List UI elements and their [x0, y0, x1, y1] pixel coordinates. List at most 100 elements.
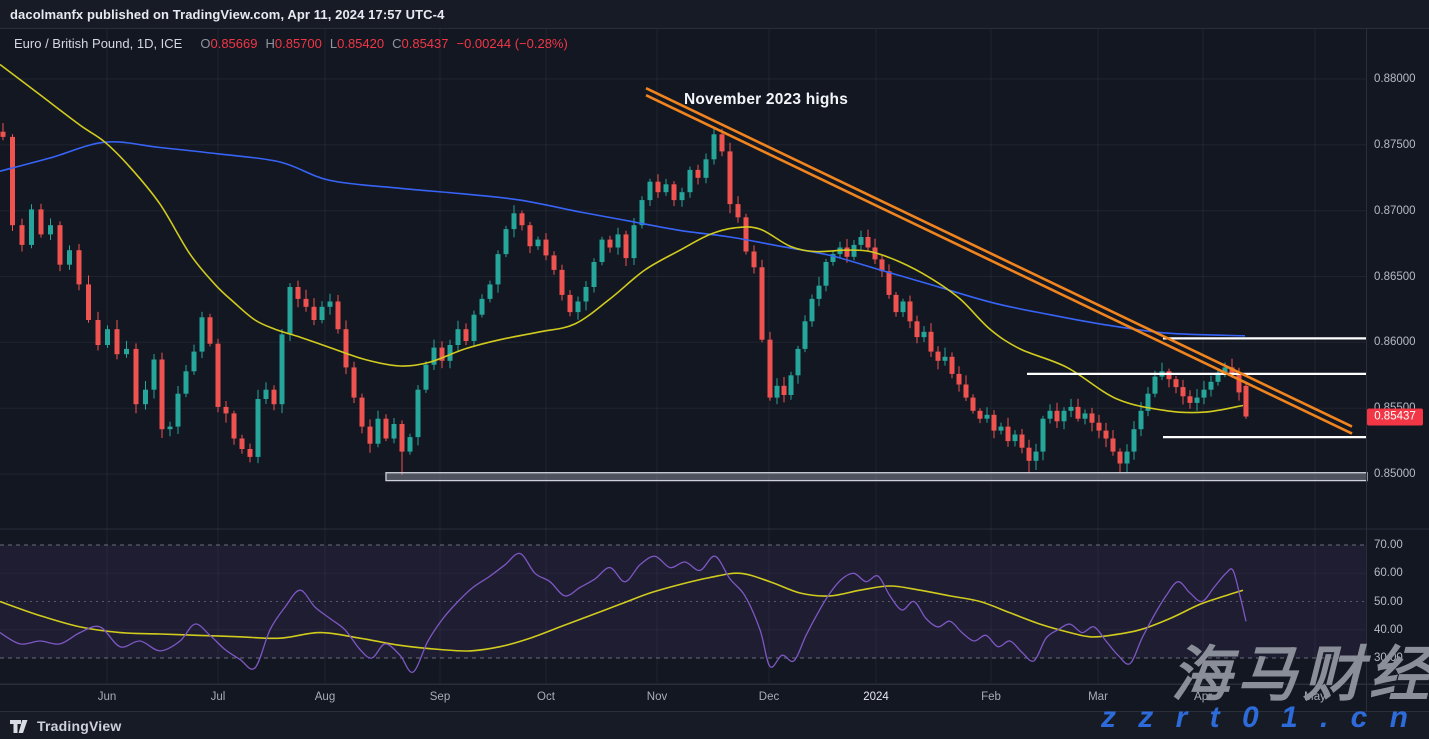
candle-body	[247, 449, 253, 457]
candle-body	[159, 359, 165, 430]
price-axis-label: 0.87500	[1374, 138, 1416, 151]
candle-body	[1040, 418, 1046, 452]
rsi-band-fill	[0, 545, 1366, 658]
candle-body	[503, 229, 509, 255]
candle-body	[114, 329, 120, 355]
candle-body	[1110, 438, 1116, 452]
candle-body	[487, 284, 493, 299]
candle-body	[1096, 422, 1102, 431]
candle-body	[743, 217, 749, 252]
candle-body	[631, 225, 637, 259]
close-value: 0.85437	[401, 36, 449, 51]
candle-body	[48, 225, 53, 235]
candle-body	[823, 262, 829, 286]
candle-body	[830, 254, 836, 262]
trendline-lower	[645, 94, 1353, 435]
candle-body	[471, 314, 477, 341]
candle-body	[1187, 396, 1193, 403]
candle-body	[774, 385, 780, 398]
candle-body	[1222, 367, 1228, 373]
candle-body	[343, 329, 349, 368]
candle-body	[423, 364, 429, 390]
candle-body	[124, 348, 129, 355]
candle-body	[575, 301, 581, 313]
candle-body	[1012, 434, 1018, 442]
candle-body	[1180, 387, 1186, 397]
candle-body	[1124, 451, 1130, 464]
symbol-title: Euro / British Pound, 1D, ICE	[14, 36, 183, 51]
time-axis[interactable]: Jun Jul Aug Sep Oct Nov Dec 2024 Feb Mar Apr May	[0, 684, 1429, 711]
candle-body	[207, 317, 213, 344]
candle-body	[703, 159, 709, 178]
bottom-bar: TradingView	[0, 711, 1429, 739]
candle-body	[1019, 434, 1025, 448]
candle-body	[1145, 393, 1151, 411]
candle-body	[1229, 367, 1235, 374]
candle-body	[727, 151, 733, 205]
candle-body	[143, 389, 148, 405]
time-axis-label: Feb	[981, 691, 1001, 703]
candle-body	[167, 426, 173, 430]
candle-body	[1131, 429, 1137, 452]
candle-body	[367, 426, 373, 444]
candle-body	[844, 247, 850, 257]
candle-body	[551, 255, 557, 270]
candle-body	[38, 209, 44, 235]
candle-body	[86, 284, 91, 320]
candle-body	[279, 334, 285, 405]
candle-body	[495, 254, 501, 285]
candle-body	[1166, 371, 1172, 380]
candle-body	[914, 321, 920, 338]
price-axis-label: 0.85000	[1374, 468, 1416, 480]
low-label: L	[329, 36, 338, 51]
candle-body	[439, 347, 445, 361]
candle-body	[956, 373, 962, 385]
candle-body	[1047, 410, 1053, 419]
candle-body	[655, 181, 661, 193]
candle-body	[263, 389, 269, 399]
candle-body	[788, 375, 794, 395]
candle-body	[1026, 447, 1032, 461]
candle-body	[623, 234, 629, 259]
price-axis-label: 0.88000	[1374, 73, 1416, 85]
candle-body	[759, 267, 765, 340]
candle-body	[900, 301, 906, 313]
candle-body	[816, 285, 822, 299]
candle-body	[921, 331, 927, 338]
time-axis-label: Aug	[314, 691, 336, 703]
candle-body	[303, 298, 309, 307]
candle-body	[991, 414, 997, 431]
trendline-upper	[645, 87, 1353, 428]
candle-body	[67, 250, 72, 265]
candle-body	[351, 367, 357, 398]
candle-body	[1243, 385, 1249, 417]
candle-body	[1033, 451, 1039, 461]
candle-body	[1194, 397, 1200, 403]
high-label: H	[265, 36, 275, 51]
candle-body	[1173, 379, 1179, 388]
candle-body	[802, 321, 808, 349]
candle-body	[1061, 410, 1067, 422]
candle-body	[151, 359, 157, 390]
candle-body	[215, 343, 221, 407]
rsi-axis-label: 50.00	[1374, 595, 1403, 608]
candle-body	[647, 181, 653, 201]
symbol-legend[interactable]: Euro / British Pound, 1D, ICE O0.85669 H0.…	[14, 36, 568, 51]
change-value: −0.00244 (−0.28%)	[456, 36, 568, 51]
time-axis-label: May	[1304, 691, 1326, 703]
candle-body	[719, 134, 725, 152]
time-axis-label: Jul	[210, 691, 226, 703]
candle-body	[1236, 373, 1242, 393]
candle-body	[935, 351, 941, 361]
candle-body	[1005, 426, 1011, 442]
candle-body	[767, 339, 773, 398]
candle-body	[567, 294, 573, 313]
tradingview-logo[interactable]: TradingView	[10, 718, 121, 734]
time-axis-label: Apr	[1194, 691, 1212, 703]
candle-body	[671, 184, 677, 201]
ma-200-line	[0, 141, 1246, 337]
candle-body	[76, 250, 82, 285]
time-axis-label: Oct	[537, 691, 555, 703]
candle-body	[607, 239, 613, 248]
